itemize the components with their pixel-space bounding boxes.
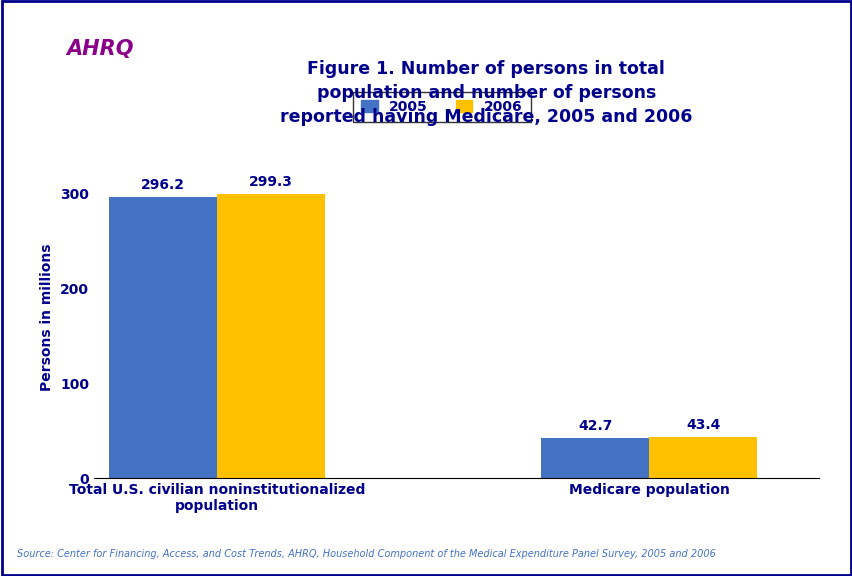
Text: Advancing
Excellence in
Health Care: Advancing Excellence in Health Care <box>75 63 125 93</box>
Bar <box>109 197 217 478</box>
Text: 296.2: 296.2 <box>141 179 185 192</box>
Text: 42.7: 42.7 <box>578 419 612 433</box>
Legend: 2005, 2006: 2005, 2006 <box>353 92 530 122</box>
Text: 43.4: 43.4 <box>685 418 720 432</box>
Text: 299.3: 299.3 <box>249 175 293 190</box>
Bar <box>648 437 757 478</box>
Text: AHRQ: AHRQ <box>66 39 134 59</box>
Y-axis label: Persons in millions: Persons in millions <box>40 243 55 391</box>
Text: Source: Center for Financing, Access, and Cost Trends, AHRQ, Household Component: Source: Center for Financing, Access, an… <box>17 549 715 559</box>
Text: Figure 1. Number of persons in total
population and number of persons
reported h: Figure 1. Number of persons in total pop… <box>279 60 692 126</box>
Bar <box>540 438 648 478</box>
Bar <box>217 194 325 478</box>
